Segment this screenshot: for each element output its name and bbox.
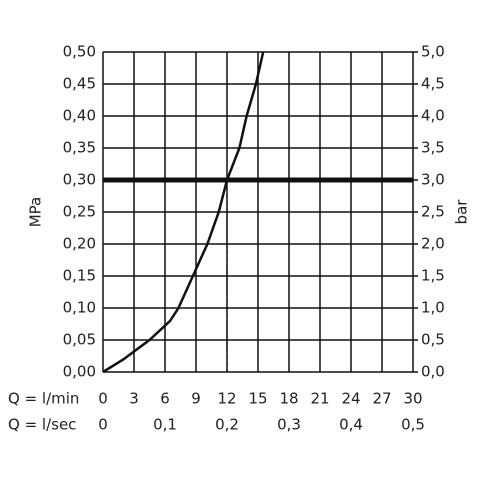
y2-tick-label: 0,5 <box>421 331 445 349</box>
x2-axis-label: Q = l/sec <box>8 416 76 434</box>
y-tick-label: 0,40 <box>63 107 96 125</box>
y2-tick-label: 5,0 <box>421 43 445 61</box>
y-axis-label: MPa <box>27 197 45 228</box>
y2-tick-label: 4,0 <box>421 107 445 125</box>
x-tick-label: 12 <box>217 390 236 408</box>
y-tick-label: 0,45 <box>63 75 96 93</box>
y-tick-label: 0,25 <box>63 203 96 221</box>
y-tick-label: 0,35 <box>63 139 96 157</box>
y-tick-label: 0,10 <box>63 299 96 317</box>
y2-axis-label: bar <box>453 199 471 225</box>
x-tick-label: 30 <box>403 390 422 408</box>
x-tick-label: 3 <box>129 390 139 408</box>
x-tick-label: 15 <box>248 390 267 408</box>
x-tick-label: 18 <box>279 390 298 408</box>
y-tick-label: 0,50 <box>63 43 96 61</box>
x-tick-label: 24 <box>341 390 360 408</box>
x-axis-label: Q = l/min <box>8 390 79 408</box>
x2-tick-label: 0,5 <box>401 416 425 434</box>
x-tick-label: 9 <box>191 390 201 408</box>
y-tick-label: 0,05 <box>63 331 96 349</box>
x2-tick-label: 0,2 <box>215 416 239 434</box>
x-tick-label: 0 <box>98 390 108 408</box>
y2-tick-label: 1,5 <box>421 267 445 285</box>
x2-tick-label: 0,3 <box>277 416 301 434</box>
y2-tick-label: 3,5 <box>421 139 445 157</box>
y-tick-label: 0,20 <box>63 235 96 253</box>
y2-tick-label: 2,0 <box>421 235 445 253</box>
y2-tick-label: 4,5 <box>421 75 445 93</box>
x2-tick-label: 0,4 <box>339 416 363 434</box>
x-tick-label: 6 <box>160 390 170 408</box>
y2-tick-label: 2,5 <box>421 203 445 221</box>
y-tick-label: 0,30 <box>63 171 96 189</box>
y2-tick-label: 1,0 <box>421 299 445 317</box>
y2-tick-label: 3,0 <box>421 171 445 189</box>
y-tick-label: 0,15 <box>63 267 96 285</box>
curve <box>102 51 265 374</box>
y2-tick-label: 0,0 <box>421 363 445 381</box>
x-tick-label: 27 <box>372 390 391 408</box>
y-tick-label: 0,00 <box>63 363 96 381</box>
x2-tick-label: 0,1 <box>153 416 177 434</box>
x2-tick-label: 0 <box>98 416 108 434</box>
x-tick-label: 21 <box>310 390 329 408</box>
